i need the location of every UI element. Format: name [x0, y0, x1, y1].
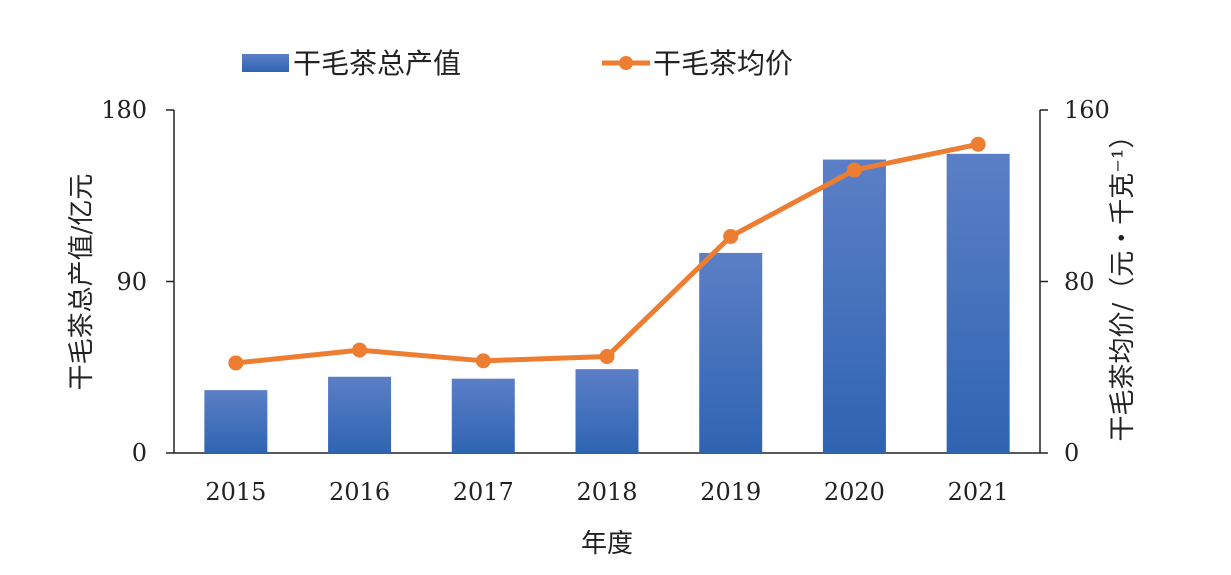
- bar-2015: [204, 390, 268, 453]
- y-left-tick-label: 180: [101, 96, 147, 124]
- x-axis-title: 年度: [581, 529, 633, 559]
- bar-2016: [328, 376, 392, 453]
- bar-2019: [699, 252, 763, 453]
- legend: 干毛茶总产值 干毛茶均价: [242, 47, 793, 80]
- y-right-tick-label: 80: [1064, 268, 1095, 296]
- y-left-tick-label: 0: [132, 439, 147, 467]
- bar-2018: [575, 369, 639, 453]
- price-point-2016: [352, 342, 368, 358]
- y-axis-right-ticks: 0 80 160: [1040, 96, 1110, 467]
- y-axis-left-title: 干毛茶总产值/亿元: [67, 174, 97, 391]
- x-tick-label: 2017: [453, 478, 514, 506]
- x-tick-label: 2019: [700, 478, 761, 506]
- x-tick-label: 2015: [205, 478, 266, 506]
- price-point-2021: [970, 136, 986, 152]
- bar-2020: [822, 159, 886, 454]
- legend-label-bar: 干毛茶总产值: [293, 47, 461, 80]
- price-point-2015: [228, 355, 244, 371]
- bar-2017: [451, 378, 515, 453]
- x-tick-label: 2020: [824, 478, 885, 506]
- line-series: [228, 136, 986, 371]
- price-point-2019: [723, 228, 739, 244]
- legend-swatch-bar: [242, 54, 289, 72]
- bar-series: [204, 153, 1010, 454]
- x-tick-label: 2018: [576, 478, 637, 506]
- y-axis-right-title: 干毛茶均价/（元・千克⁻¹）: [1108, 123, 1138, 442]
- price-point-2017: [475, 353, 491, 369]
- legend-label-line: 干毛茶均价: [653, 47, 793, 80]
- y-axis-left-ticks: 0 90 180: [101, 96, 174, 467]
- bar-2021: [946, 153, 1010, 454]
- price-point-2020: [846, 162, 862, 178]
- y-left-tick-label: 90: [116, 268, 147, 296]
- y-right-tick-label: 160: [1064, 96, 1110, 124]
- x-tick-label: 2016: [329, 478, 390, 506]
- x-axis-tick-labels: 2015 2016 2017 2018 2019 2020 2021: [205, 478, 1008, 506]
- price-point-2018: [599, 349, 615, 365]
- legend-swatch-marker: [619, 56, 633, 70]
- y-right-tick-label: 0: [1064, 439, 1079, 467]
- x-tick-label: 2021: [948, 478, 1009, 506]
